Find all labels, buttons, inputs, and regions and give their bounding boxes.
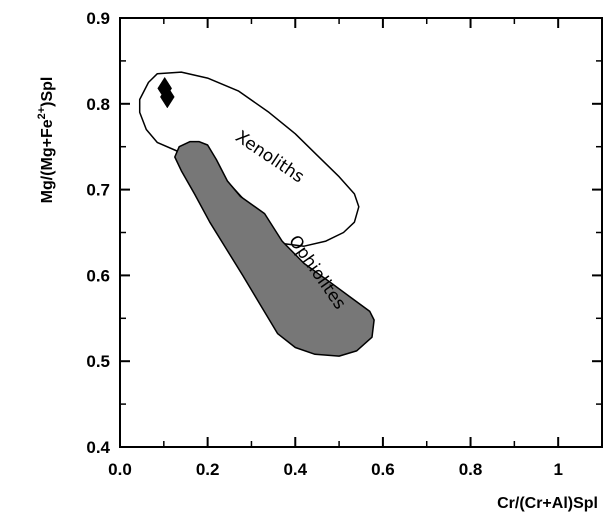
- points-layer: [157, 76, 175, 109]
- x-axis-label: Cr/(Cr+Al)Spl: [497, 495, 598, 512]
- x-tick-label: 1: [553, 460, 562, 479]
- x-tick-label: 0.8: [459, 460, 483, 479]
- xenoliths-field: [138, 71, 360, 247]
- x-tick-label: 0.6: [371, 460, 395, 479]
- y-tick-label: 0.6: [86, 266, 110, 285]
- y-tick-label: 0.9: [86, 9, 110, 28]
- ophiolites-field: [174, 140, 375, 357]
- x-tick-label: 0.0: [108, 460, 132, 479]
- x-tick-label: 0.2: [196, 460, 220, 479]
- y-axis-label-base: Mg/(Mg+Fe: [39, 119, 56, 203]
- y-tick-label: 0.8: [86, 95, 110, 114]
- tick-labels-layer: 0.0 0.2 0.4 0.6 0.8 1 0.4 0.5 0.6 0.7 0.8 0.9: [86, 9, 563, 479]
- x-tick-label: 0.4: [283, 460, 307, 479]
- data-point: [160, 85, 175, 109]
- y-tick-label: 0.4: [86, 438, 110, 457]
- y-tick-label: 0.5: [86, 352, 110, 371]
- ticks-layer: [119, 17, 602, 448]
- y-axis-label-superscript: 2+: [36, 107, 48, 120]
- y-axis-label: Mg/(Mg+Fe2+)Spl: [36, 77, 56, 204]
- y-tick-label: 0.7: [86, 181, 110, 200]
- y-axis-label-tail: )Spl: [39, 77, 56, 107]
